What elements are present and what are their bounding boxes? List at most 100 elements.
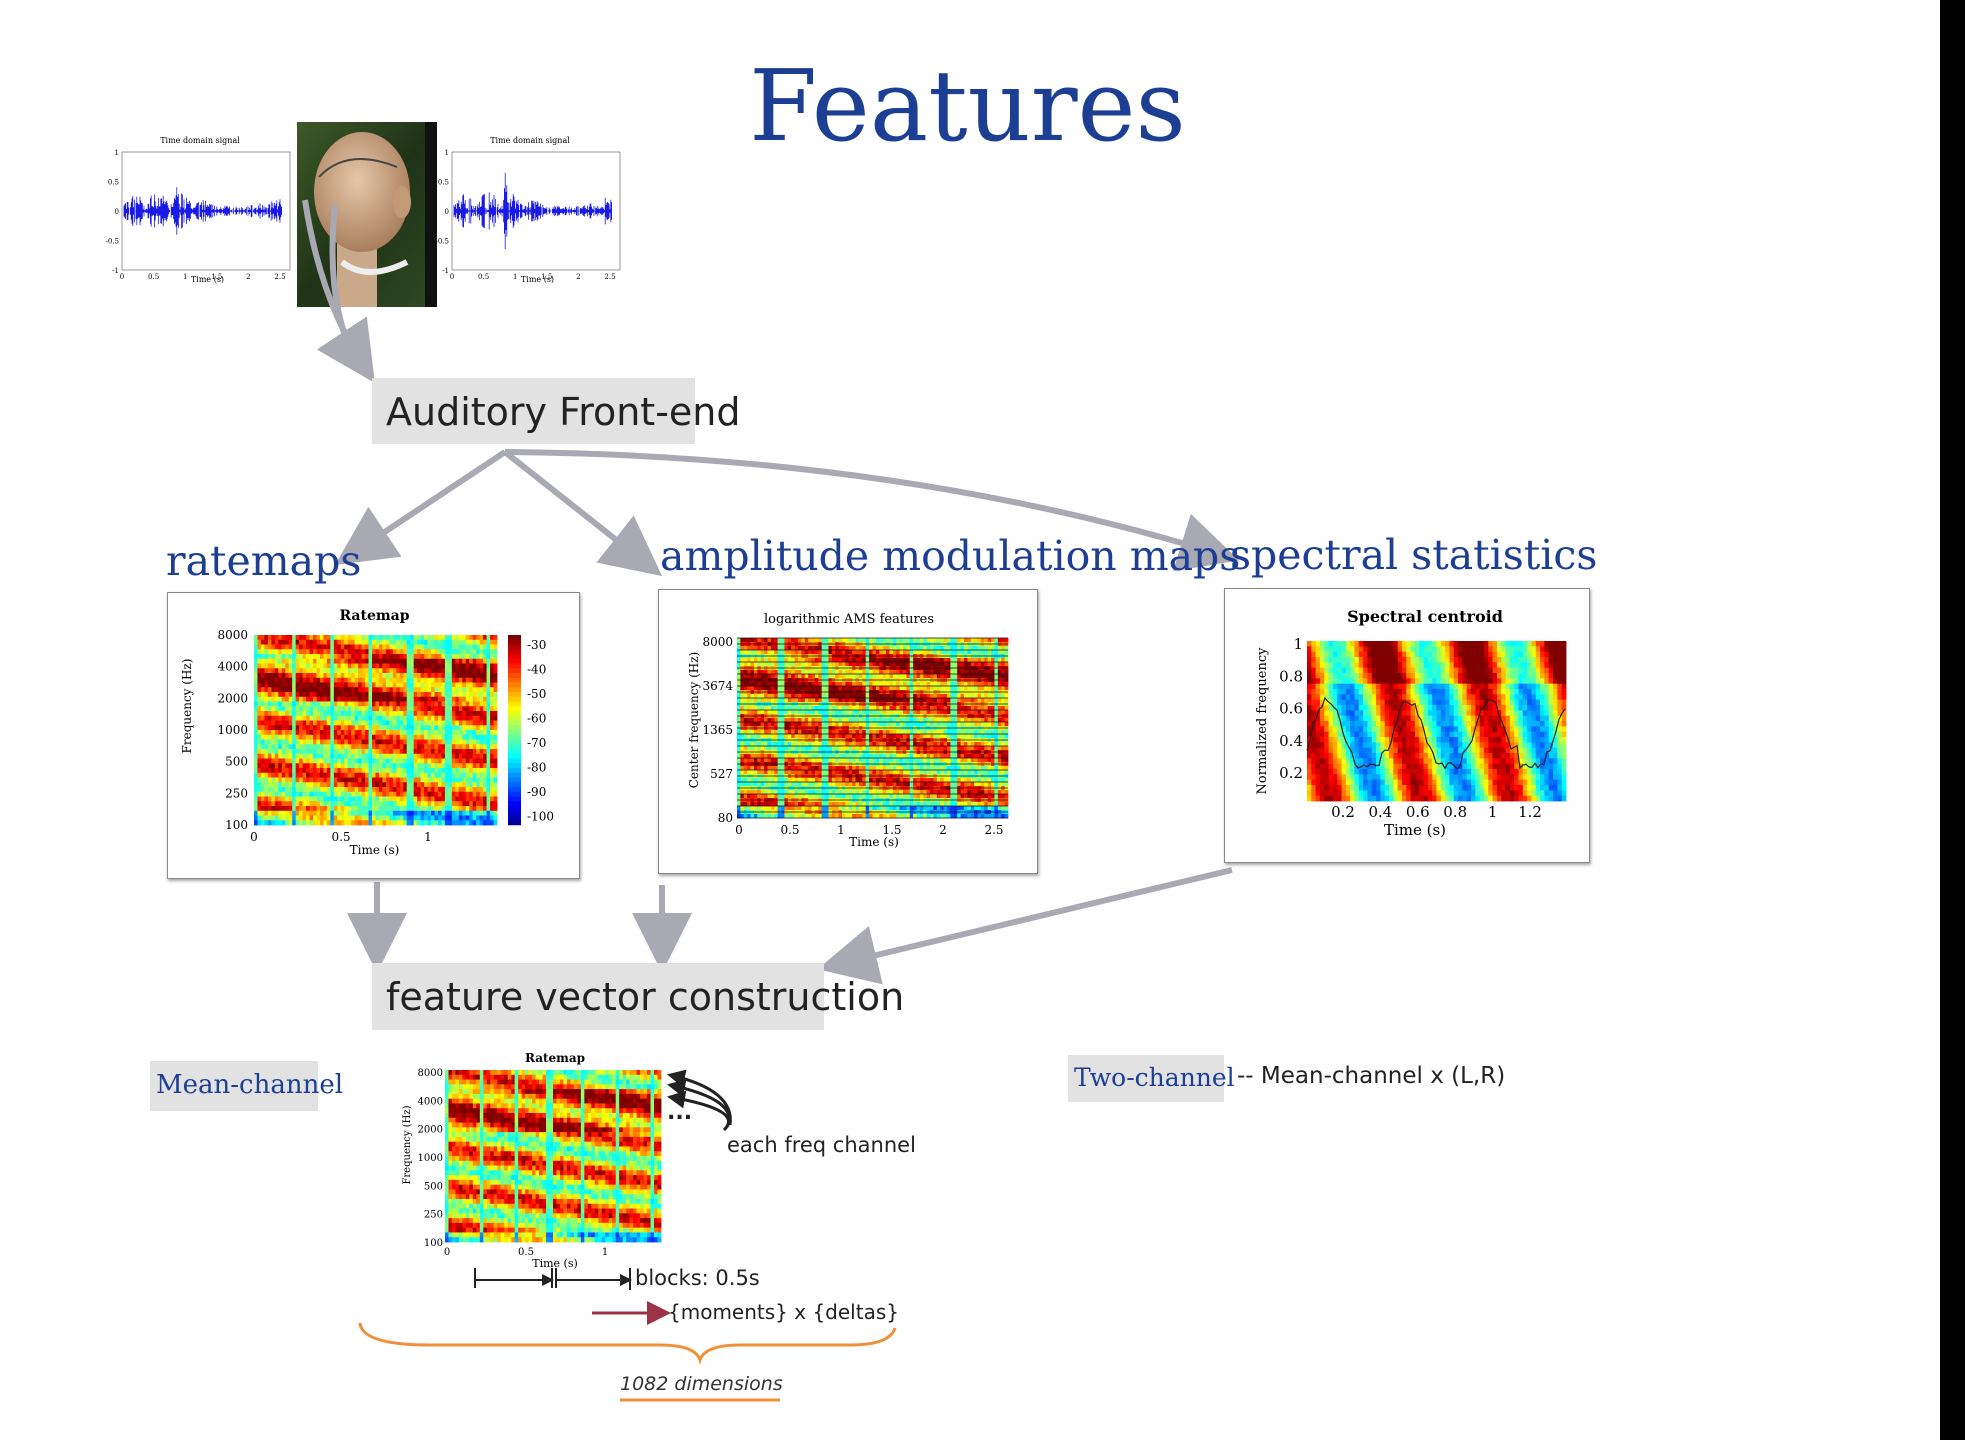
section-ratemaps: ratemaps	[166, 537, 362, 585]
ams-xtick: 1.5	[882, 823, 901, 837]
dimensions-note: 1082 dimensions	[620, 1373, 783, 1395]
channel-ellipsis: ...	[667, 1100, 693, 1125]
ams-xtick: 1	[837, 823, 845, 837]
mean-channel-label: Mean-channel	[156, 1070, 344, 1100]
small-ratemap-xtick: 0.5	[518, 1247, 534, 1258]
waveform-plot-right: Time domain signal 1 0.5 0 -0.5 -1 0 0.5 1 1.5 2 2…	[430, 132, 630, 292]
ams-ytick: 527	[710, 767, 733, 781]
ratemap-colorbar-tick: -30	[527, 638, 546, 652]
waveform-ytick: 0	[115, 208, 119, 216]
waveform-ytick: -1	[442, 267, 449, 275]
small-ratemap-xtick: 0	[444, 1247, 450, 1258]
waveform-title: Time domain signal	[160, 136, 240, 145]
small-ratemap-ylabel: Frequency (Hz)	[402, 1105, 413, 1185]
ratemap-colorbar-tick: -90	[527, 785, 546, 799]
waveform-xtick: 0	[120, 273, 124, 281]
spectral-ytick: 0.8	[1279, 667, 1303, 685]
ratemap-colorbar-tick: -60	[527, 712, 546, 726]
ratemap-ytick: 4000	[217, 660, 248, 674]
spectral-xtick: 1	[1488, 803, 1498, 821]
ams-panel: logarithmic AMS features 8000 3674 1365 527…	[658, 589, 1038, 874]
small-ratemap-xlabel: Time (s)	[532, 1257, 578, 1270]
small-ratemap-ytick: 2000	[418, 1125, 443, 1136]
ratemap-colorbar	[508, 635, 521, 826]
heatmap-cells	[445, 1070, 662, 1243]
ratemap-ytick: 2000	[217, 691, 248, 705]
ams-xtick: 0	[735, 823, 743, 837]
ratemap-panel: Ratemap 8000 4000 2000 1000 500 250 100 0 0.5 1 -3…	[167, 592, 580, 879]
arrow-head-to-frontend	[302, 199, 375, 384]
spectral-ytick: 0.4	[1279, 732, 1303, 750]
spectral-chart: 1 0.8 0.6 0.4 0.2 0.2 0.4 0.6 0.8 1 1.2	[1279, 635, 1567, 821]
dimensions-brace	[358, 1322, 897, 1365]
small-ratemap-ytick: 500	[424, 1181, 443, 1192]
ratemap-colorbar-tick: -100	[527, 810, 554, 824]
waveform-xtick: 2.5	[274, 273, 285, 281]
waveform-xtick: 2	[246, 273, 250, 281]
waveform-xtick: 0.5	[478, 273, 489, 281]
waveform-ytick: 0.5	[438, 179, 449, 187]
spectral-panel: Spectral centroid 1 0.8 0.6 0.4 0.2 0.2 0.4 0.6…	[1224, 588, 1590, 863]
waveform-ytick: 0	[445, 208, 449, 216]
spectral-xtick: 0.2	[1331, 803, 1355, 821]
ratemap-xtick: 0.5	[331, 830, 350, 844]
waveform-ytick: -0.5	[106, 238, 120, 246]
right-edge-bar	[1940, 0, 1965, 1440]
arrow-to-ams	[503, 449, 663, 577]
ams-xtick: 2	[939, 823, 947, 837]
small-ratemap-ytick: 250	[424, 1210, 443, 1221]
ams-title: logarithmic AMS features	[763, 612, 935, 627]
small-ratemap-ytick: 1000	[418, 1153, 443, 1164]
spectral-title: Spectral centroid	[1347, 607, 1503, 626]
waveform-trace	[453, 172, 612, 250]
ams-xlabel: Time (s)	[849, 835, 899, 849]
two-channel-desc: -- Mean-channel x (L,R)	[1237, 1063, 1506, 1089]
ratemap-xtick: 0	[250, 830, 258, 844]
ratemap-ytick: 250	[225, 786, 248, 800]
waveform-chart: 10.50-0.5-10 0.5 1 1.5 2 2.5	[436, 149, 621, 281]
ratemap-colorbar-tick: -80	[527, 761, 546, 775]
waveform-xtick: 0	[450, 273, 454, 281]
waveform-xtick: 0.5	[148, 273, 159, 281]
each-freq-channel-note: each freq channel	[727, 1133, 916, 1157]
waveform-xtick: 1.5	[541, 273, 552, 281]
ams-ytick: 3674	[702, 679, 733, 693]
ams-xtick: 0.5	[780, 823, 799, 837]
waveform-ytick: -0.5	[436, 238, 450, 246]
page-title: Features	[749, 50, 1186, 164]
ams-ytick: 80	[718, 811, 733, 825]
mean-channel-box: Mean-channel	[150, 1061, 343, 1111]
spectral-xtick: 0.4	[1368, 803, 1392, 821]
spectral-xtick: 0.6	[1406, 803, 1430, 821]
ams-xtick: 2.5	[984, 823, 1003, 837]
waveform-xlabel: Time (s)	[190, 275, 225, 284]
spectral-centroid-line	[1306, 696, 1566, 770]
waveform-xtick: 1.5	[211, 273, 222, 281]
small-ratemap-ytick: 4000	[418, 1096, 443, 1107]
arrow-head-to-frontend-2	[329, 204, 358, 362]
waveform-xtick: 1	[513, 273, 517, 281]
heatmap-cells	[1307, 641, 1567, 802]
spectral-ylabel: Normalized frequency	[1255, 647, 1270, 795]
section-ams: amplitude modulation maps	[660, 532, 1241, 580]
small-ratemap-xtick: 1	[602, 1247, 608, 1258]
blocks-note: blocks: 0.5s	[635, 1266, 760, 1290]
ratemap-ytick: 1000	[217, 723, 248, 737]
waveform-plot-left: Time domain signal 1 0.5 0 -0.5 -1 0 0.5 1 1.5 2 2…	[100, 132, 300, 292]
waveform-ytick: 1	[445, 149, 449, 157]
waveform-ytick: 0.5	[108, 179, 119, 187]
moments-deltas-note: {moments} x {deltas}	[668, 1300, 899, 1324]
arrow-spectral-to-fvc	[817, 867, 1233, 985]
spectral-ytick: 1	[1293, 635, 1303, 653]
ams-band-lines	[737, 637, 1008, 819]
ratemap-ytick: 8000	[217, 628, 248, 642]
small-ratemap-ytick: 100	[424, 1238, 443, 1249]
waveform-xtick: 2	[576, 273, 580, 281]
waveform-ytick: -1	[112, 267, 119, 275]
spectral-xtick: 0.8	[1443, 803, 1467, 821]
waveform-xtick: 2.5	[604, 273, 615, 281]
ratemap-chart: 8000 4000 2000 1000 500 250 1000 0.5 1 -30 -40 -50 -…	[217, 628, 554, 844]
ratemap-ytick: 500	[225, 755, 248, 769]
small-ratemap-ytick: 8000	[418, 1068, 443, 1079]
